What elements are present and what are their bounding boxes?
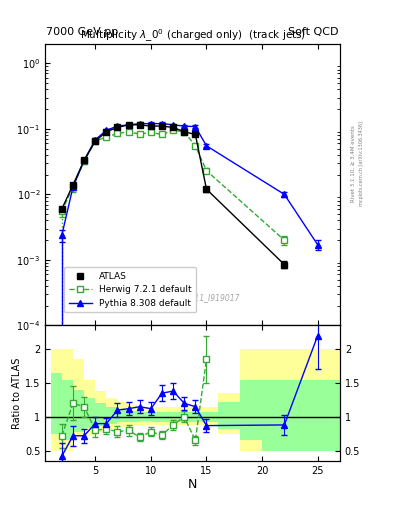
Pythia 8.308 default (315, 242, 320, 248)
Pythia 8.308 default (160, 120, 164, 126)
Herwig 7.2.1 default (160, 132, 164, 138)
ATLAS (138, 122, 142, 128)
Pythia 8.308 default (282, 191, 286, 198)
Pythia 8.308 default (182, 123, 187, 129)
ATLAS (193, 132, 198, 138)
ATLAS (104, 129, 109, 135)
Text: Soft QCD: Soft QCD (288, 27, 339, 37)
Pythia 8.308 default (204, 143, 209, 149)
Herwig 7.2.1 default (193, 143, 198, 149)
Text: ATLAS_2011_I919017: ATLAS_2011_I919017 (157, 293, 240, 302)
Herwig 7.2.1 default (149, 130, 153, 136)
Herwig 7.2.1 default (71, 184, 75, 190)
Pythia 8.308 default (71, 184, 75, 190)
Herwig 7.2.1 default (138, 131, 142, 137)
ATLAS (126, 122, 131, 128)
Pythia 8.308 default (138, 120, 142, 126)
Pythia 8.308 default (171, 122, 175, 128)
Herwig 7.2.1 default (171, 127, 175, 133)
Line: Herwig 7.2.1 default: Herwig 7.2.1 default (59, 127, 287, 243)
Pythia 8.308 default (126, 122, 131, 128)
Pythia 8.308 default (115, 123, 120, 129)
Text: mcplots.cern.ch [arXiv:1306.3436]: mcplots.cern.ch [arXiv:1306.3436] (359, 121, 364, 206)
Legend: ATLAS, Herwig 7.2.1 default, Pythia 8.308 default: ATLAS, Herwig 7.2.1 default, Pythia 8.30… (64, 267, 196, 312)
ATLAS (71, 182, 75, 188)
Herwig 7.2.1 default (182, 129, 187, 135)
Herwig 7.2.1 default (126, 129, 131, 135)
Herwig 7.2.1 default (204, 167, 209, 174)
Line: ATLAS: ATLAS (59, 121, 288, 268)
Herwig 7.2.1 default (115, 131, 120, 137)
Herwig 7.2.1 default (59, 208, 64, 215)
X-axis label: N: N (188, 478, 197, 492)
ATLAS (282, 262, 286, 268)
Herwig 7.2.1 default (82, 158, 86, 164)
Line: Pythia 8.308 default: Pythia 8.308 default (59, 120, 321, 248)
ATLAS (82, 157, 86, 163)
ATLAS (149, 123, 153, 129)
ATLAS (59, 206, 64, 212)
ATLAS (171, 124, 175, 131)
ATLAS (182, 129, 187, 135)
ATLAS (115, 124, 120, 131)
Title: Multiplicity $\lambda\_0^0$ (charged only)  (track jets): Multiplicity $\lambda\_0^0$ (charged onl… (79, 27, 306, 44)
Text: 7000 GeV pp: 7000 GeV pp (46, 27, 119, 37)
Y-axis label: Ratio to ATLAS: Ratio to ATLAS (12, 357, 22, 429)
Pythia 8.308 default (93, 137, 97, 143)
ATLAS (204, 186, 209, 192)
Pythia 8.308 default (82, 157, 86, 163)
Pythia 8.308 default (193, 123, 198, 130)
ATLAS (93, 138, 97, 144)
Pythia 8.308 default (104, 127, 109, 133)
Herwig 7.2.1 default (104, 134, 109, 140)
Text: Rivet 3.1.10, ≥ 3.4M events: Rivet 3.1.10, ≥ 3.4M events (351, 125, 356, 202)
Herwig 7.2.1 default (93, 138, 97, 144)
ATLAS (160, 123, 164, 129)
Herwig 7.2.1 default (282, 237, 286, 243)
Pythia 8.308 default (59, 232, 64, 238)
Pythia 8.308 default (149, 120, 153, 126)
